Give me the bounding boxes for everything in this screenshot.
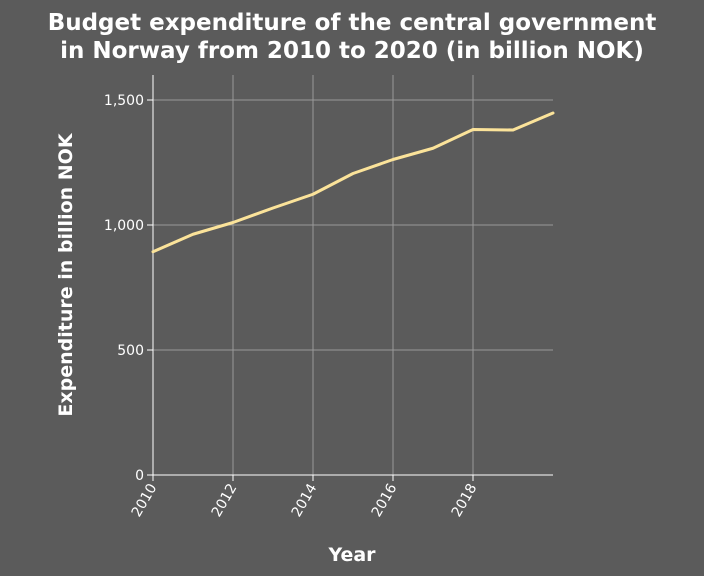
y-tick-label: 0 [135,468,144,484]
chart-title-line-1: Budget expenditure of the central govern… [48,10,657,36]
series-layer [151,111,555,254]
y-tick-label: 1,500 [104,93,144,109]
grid [153,75,553,475]
y-axis-ticks: 0 500 1,000 1,500 [104,93,153,484]
chart-title-line-2: in Norway from 2010 to 2020 (in billion … [60,38,644,64]
x-axis-label: Year [327,544,376,566]
x-tick-label: 2010 [129,481,161,520]
y-axis-label: Expenditure in billion NOK [55,132,77,416]
x-tick-label: 2014 [289,481,321,520]
x-tick-label: 2012 [209,481,241,520]
series-line [151,111,555,254]
x-axis-ticks: 2010 2012 2014 2016 2018 [129,475,481,520]
y-tick-label: 1,000 [104,218,144,234]
x-tick-label: 2016 [369,481,401,520]
y-tick-label: 500 [117,343,144,359]
x-tick-label: 2018 [449,481,481,520]
